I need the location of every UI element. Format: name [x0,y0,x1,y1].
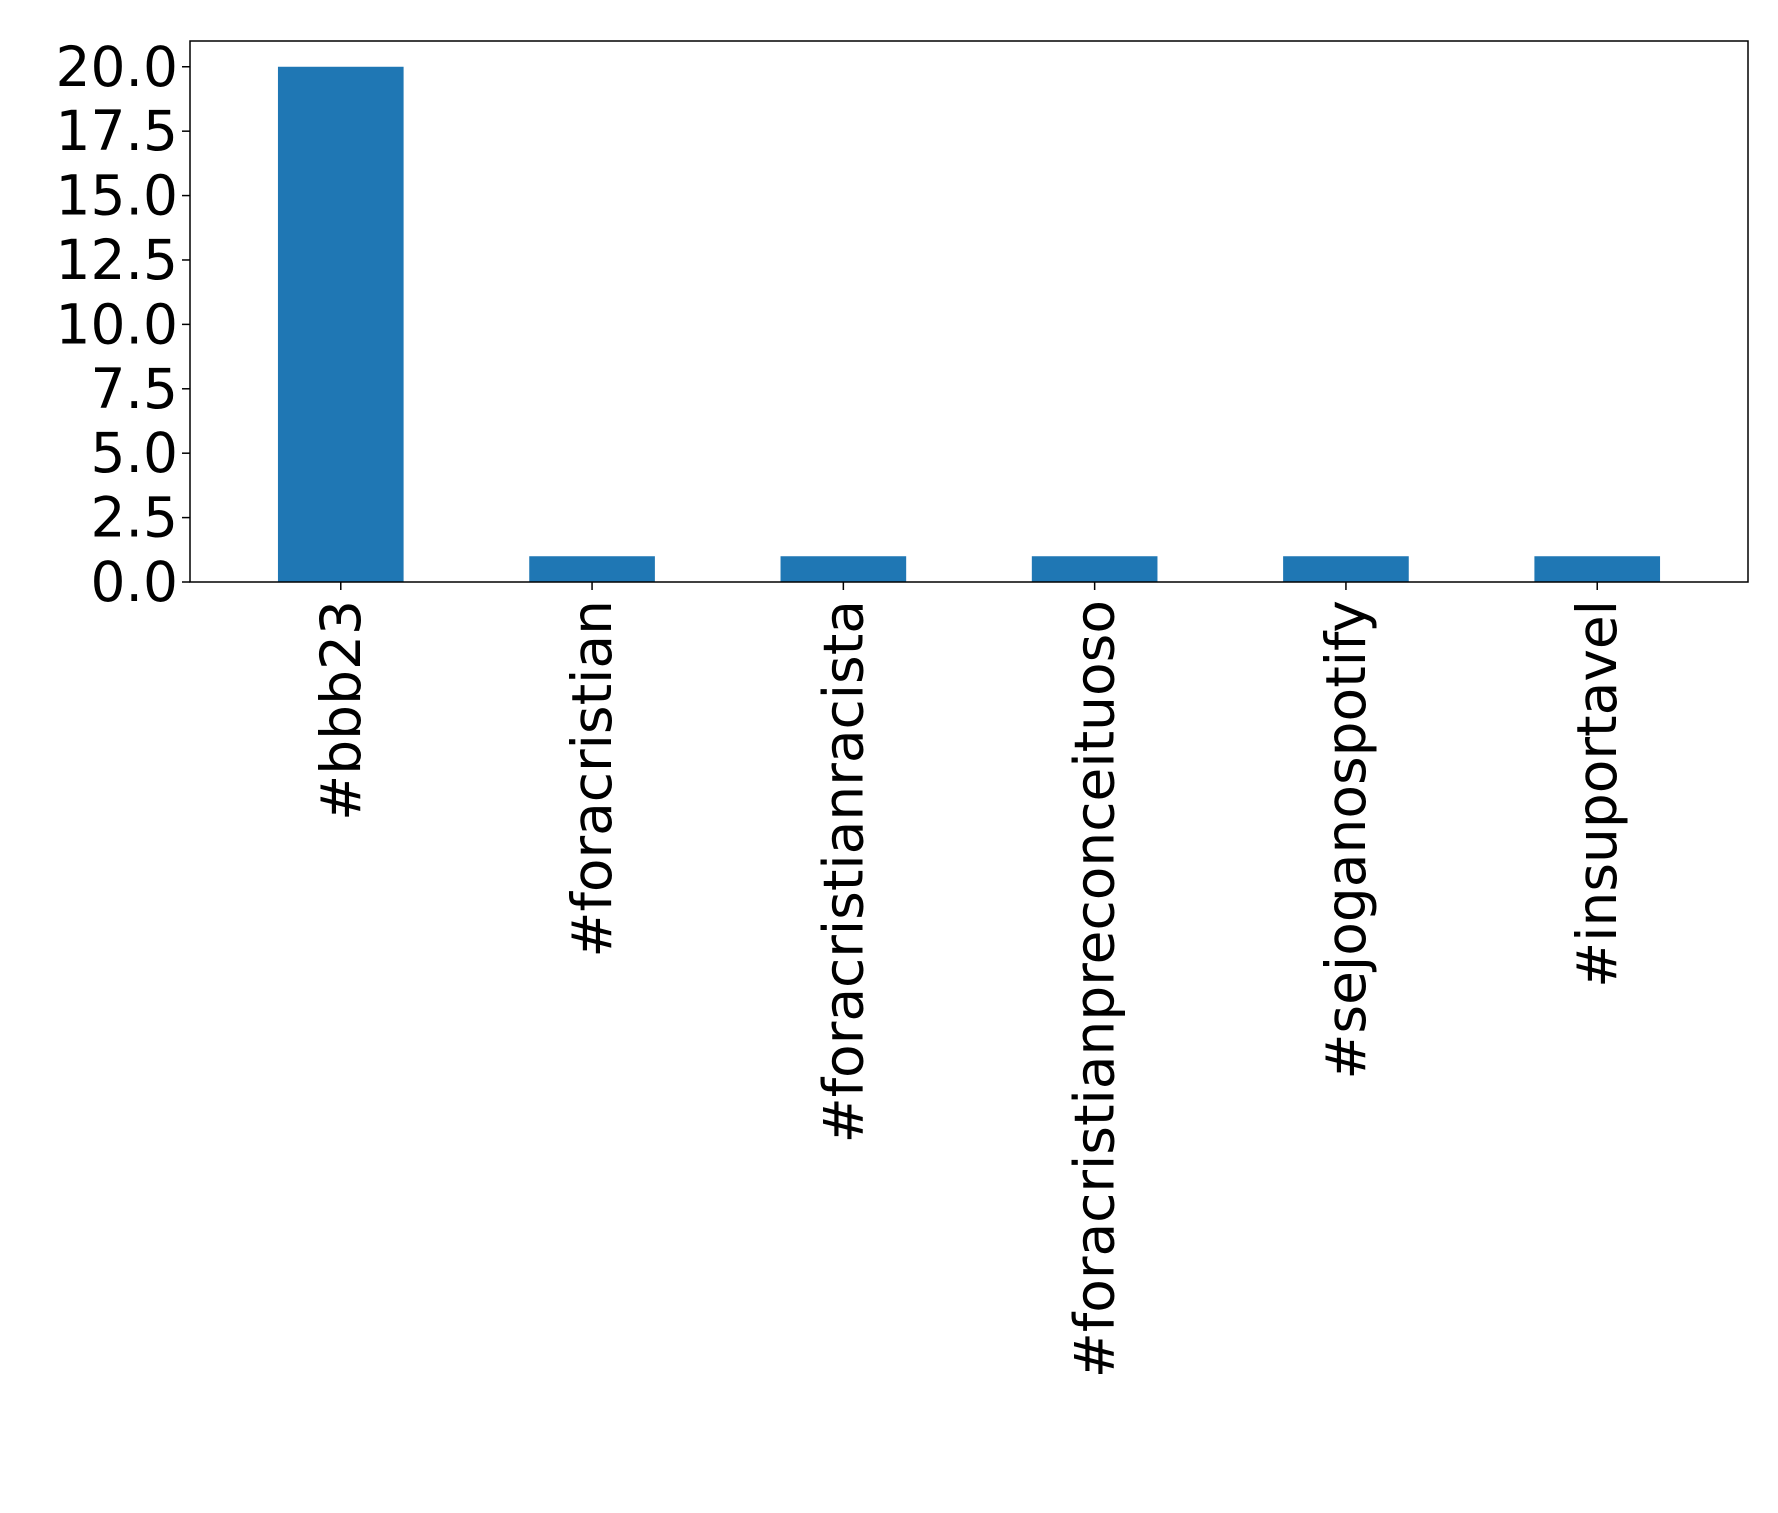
y-tick-label: 5.0 [91,421,178,485]
y-tick-label: 20.0 [56,35,178,99]
y-axis: 0.02.55.07.510.012.515.017.520.0 [56,35,190,614]
bar-4 [1283,556,1409,582]
y-tick-label: 7.5 [91,357,178,421]
y-tick-label: 10.0 [56,292,178,356]
y-tick-label: 12.5 [56,228,178,292]
x-tick-label: #sejoganospotify [1314,600,1378,1080]
y-tick-label: 15.0 [56,164,178,228]
bar-2 [780,556,907,582]
bar-3 [1031,556,1158,582]
bar-1 [529,556,655,582]
x-axis: #bbb23 #foracristian #foracristianracista #… [309,582,1629,1378]
x-tick-label: #foracristian [560,600,624,958]
bars-layer [277,66,1661,582]
bar-5 [1534,556,1661,582]
y-tick-label: 17.5 [56,99,178,163]
x-tick-label: #foracristianracista [811,600,875,1143]
x-tick-label: #bbb23 [309,600,373,821]
y-tick-label: 2.5 [91,486,178,550]
y-tick-label: 0.0 [91,550,178,614]
plot-frame [189,40,1749,583]
x-tick-label: #insuportavel [1565,600,1629,988]
bar-0 [277,66,404,582]
x-tick-label: #foracristianpreconceituoso [1063,600,1127,1378]
